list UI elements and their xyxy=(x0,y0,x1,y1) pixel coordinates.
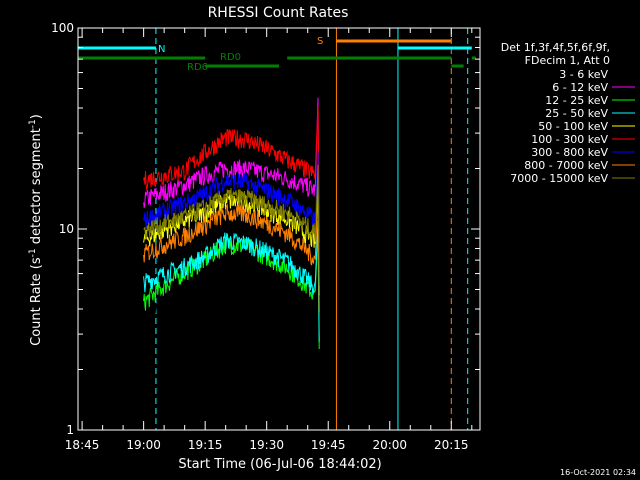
annotation-rd6: RD6 xyxy=(187,62,208,73)
series-line-7 xyxy=(143,191,320,313)
legend-label-7: 800 - 7000 keV xyxy=(524,159,608,172)
legend-label-1: 6 - 12 keV xyxy=(552,81,608,94)
y-tick-label-2: 100 xyxy=(51,21,74,35)
x-tick-label-1: 19:00 xyxy=(126,438,161,452)
legend-label-0: 3 - 6 keV xyxy=(559,68,608,81)
series-line-8 xyxy=(143,164,320,286)
x-tick-label-2: 19:15 xyxy=(188,438,223,452)
series-line-1 xyxy=(143,97,320,243)
y-axis-label-mid: detector segment xyxy=(29,128,44,248)
legend-label-8: 7000 - 15000 keV xyxy=(510,172,608,185)
y-tick-label-1: 10 xyxy=(59,222,74,236)
legend-header-1: FDecim 1, Att 0 xyxy=(525,54,610,67)
series-line-2 xyxy=(143,227,320,350)
series-line-5 xyxy=(143,106,320,228)
legend-label-4: 50 - 100 keV xyxy=(538,120,608,133)
annotation-n: N xyxy=(158,44,165,55)
x-tick-label-5: 20:00 xyxy=(372,438,407,452)
x-tick-label-6: 20:15 xyxy=(434,438,469,452)
y-axis-label-sup1: -1 xyxy=(28,248,38,257)
x-tick-label-0: 18:45 xyxy=(65,438,100,452)
y-axis-label-main: Count Rate (s xyxy=(29,257,44,346)
chart-title: RHESSI Count Rates xyxy=(208,5,349,21)
y-tick-label-0: 1 xyxy=(66,423,74,437)
x-tick-label-4: 19:45 xyxy=(311,438,346,452)
x-axis-label: Start Time (06-Jul-06 18:44:02) xyxy=(178,457,381,472)
legend-header-0: Det 1f,3f,4f,5f,6f,9f, xyxy=(501,41,610,54)
annotation-rd0: RD0 xyxy=(220,52,241,63)
series-line-3 xyxy=(143,220,320,342)
y-axis-label-sup2: -1 xyxy=(28,119,38,128)
plot-area: N RD0 RD6 S xyxy=(77,28,476,430)
legend-label-5: 100 - 300 keV xyxy=(531,133,608,146)
y-axis-label: Count Rate (s-1 detector segment-1) xyxy=(28,114,44,346)
axis-ticks: 1 10 100 18:45 19:00 19:15 19:30 19:45 20:00 20:1… xyxy=(51,21,480,452)
legend-label-3: 25 - 50 keV xyxy=(545,107,608,120)
timestamp: 16-Oct-2021 02:34 xyxy=(560,468,636,477)
x-tick-label-3: 19:30 xyxy=(249,438,284,452)
series-line-6 xyxy=(143,151,320,273)
legend-label-2: 12 - 25 keV xyxy=(545,94,608,107)
annotation-s: S xyxy=(317,36,323,47)
legend: Det 1f,3f,4f,5f,6f,9f,FDecim 1, Att 03 -… xyxy=(501,41,635,185)
legend-label-6: 300 - 800 keV xyxy=(531,146,608,159)
y-axis-label-end: ) xyxy=(29,114,44,119)
